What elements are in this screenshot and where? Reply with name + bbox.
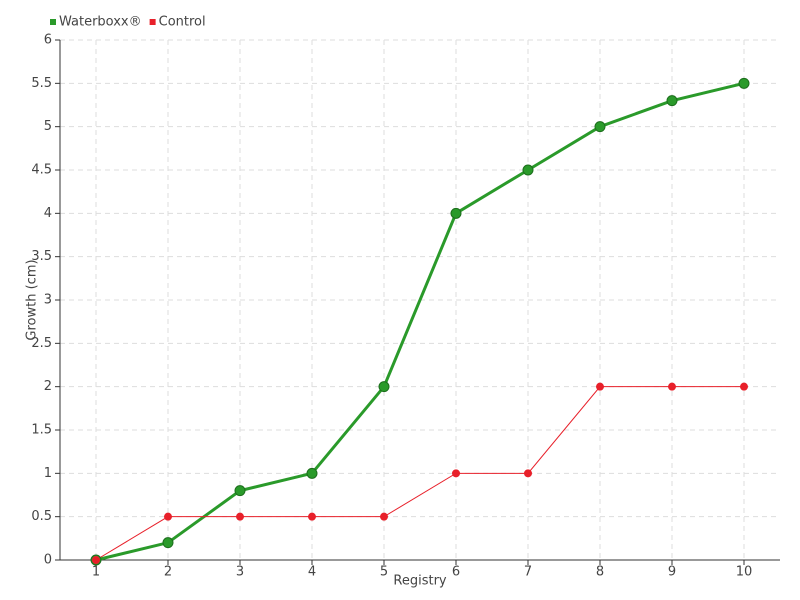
x-axis-label: Registry: [393, 574, 447, 589]
data-point: [450, 207, 462, 219]
legend-marker: [50, 19, 56, 25]
data-point: [524, 469, 532, 478]
data-point: [596, 382, 604, 391]
data-point: [668, 382, 676, 391]
data-point: [666, 95, 678, 107]
data-point: [162, 537, 174, 549]
x-tick-label: 10: [736, 565, 753, 580]
legend-marker: [149, 19, 156, 25]
data-point: [594, 121, 606, 133]
x-tick-label: 1: [92, 565, 100, 580]
y-tick-label: 4.5: [31, 163, 52, 178]
data-point: [740, 382, 748, 391]
x-tick-label: 3: [236, 565, 244, 580]
x-tick-label: 6: [452, 565, 460, 580]
data-point: [738, 77, 750, 89]
y-tick-label: 3: [44, 293, 52, 308]
y-tick-label: 3.5: [31, 249, 52, 264]
legend-label: Control: [159, 15, 206, 30]
y-tick-label: 6: [44, 33, 52, 48]
y-tick-label: 4: [44, 206, 52, 221]
legend-label: Waterboxx®: [59, 15, 142, 30]
x-tick-label: 4: [308, 565, 316, 580]
y-tick-label: 2.5: [31, 336, 52, 351]
data-point: [234, 485, 246, 497]
series-line: [95, 81, 745, 562]
y-tick-label: 1: [44, 466, 52, 481]
series-line: [95, 386, 744, 561]
x-tick-label: 9: [668, 565, 676, 580]
x-tick-label: 8: [596, 565, 604, 580]
data-point: [378, 381, 390, 393]
y-tick-label: 0.5: [31, 509, 52, 524]
x-tick-label: 2: [164, 565, 172, 580]
data-point: [92, 556, 100, 564]
data-point: [306, 467, 318, 479]
data-point: [308, 512, 316, 521]
data-point: [452, 469, 460, 478]
data-point: [164, 512, 172, 521]
y-tick-label: 5: [44, 119, 52, 134]
y-axis-label: Growth (cm): [25, 259, 40, 340]
y-tick-label: 0: [44, 553, 52, 568]
data-point: [522, 164, 534, 176]
x-tick-label: 5: [380, 565, 388, 580]
data-point: [380, 512, 388, 521]
y-tick-label: 5.5: [31, 76, 52, 91]
x-tick-label: 7: [524, 565, 532, 580]
y-tick-label: 1.5: [31, 423, 52, 438]
y-tick-label: 2: [44, 379, 52, 394]
data-point: [236, 512, 244, 521]
